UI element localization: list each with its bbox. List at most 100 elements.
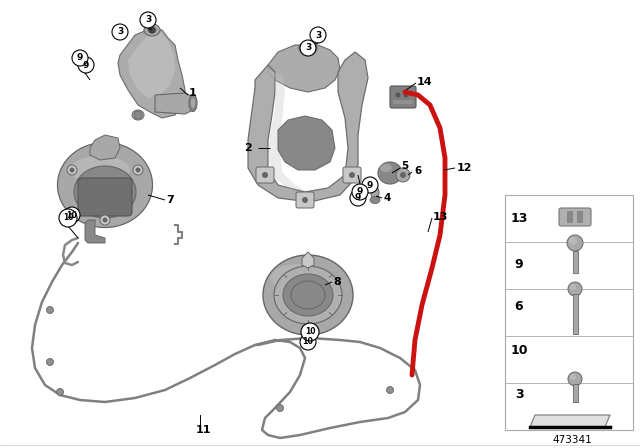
Ellipse shape (74, 166, 136, 218)
Text: 3: 3 (117, 27, 123, 36)
Ellipse shape (283, 274, 333, 316)
Text: 3: 3 (315, 30, 321, 39)
Circle shape (396, 92, 401, 98)
Circle shape (149, 27, 155, 33)
Circle shape (140, 12, 156, 28)
Ellipse shape (303, 44, 312, 52)
Ellipse shape (299, 42, 317, 55)
Text: 10: 10 (67, 211, 77, 220)
Circle shape (387, 387, 394, 393)
Circle shape (102, 217, 108, 223)
FancyBboxPatch shape (256, 167, 274, 183)
Ellipse shape (380, 164, 392, 172)
Text: 13: 13 (433, 212, 449, 222)
Circle shape (569, 237, 577, 245)
Polygon shape (278, 116, 335, 170)
Text: 10: 10 (510, 344, 528, 357)
Text: 9: 9 (357, 188, 363, 197)
Text: 2: 2 (244, 143, 252, 153)
Ellipse shape (274, 266, 342, 324)
Circle shape (302, 197, 308, 203)
Ellipse shape (189, 95, 197, 112)
Text: 10: 10 (303, 337, 314, 346)
Circle shape (310, 27, 326, 43)
Text: 12: 12 (457, 163, 472, 173)
Bar (577, 211, 583, 223)
Circle shape (300, 40, 316, 56)
Ellipse shape (271, 264, 326, 292)
Text: 5: 5 (401, 161, 408, 171)
Ellipse shape (378, 162, 402, 184)
Circle shape (350, 190, 366, 206)
FancyBboxPatch shape (78, 178, 132, 216)
Circle shape (570, 284, 576, 290)
Circle shape (47, 358, 54, 366)
Circle shape (100, 215, 110, 225)
Ellipse shape (263, 255, 353, 335)
Text: 7: 7 (166, 195, 173, 205)
Text: 10: 10 (305, 327, 316, 336)
Circle shape (78, 57, 94, 73)
Circle shape (134, 111, 142, 119)
Polygon shape (128, 32, 175, 98)
Circle shape (300, 334, 316, 350)
Ellipse shape (144, 24, 160, 36)
Polygon shape (302, 252, 314, 268)
Text: 9: 9 (355, 194, 361, 202)
Text: 3: 3 (145, 16, 151, 25)
Circle shape (70, 168, 74, 172)
Text: 9: 9 (83, 60, 89, 69)
Circle shape (59, 209, 77, 227)
Circle shape (349, 172, 355, 178)
Circle shape (64, 207, 80, 223)
Circle shape (568, 372, 582, 386)
Text: 8: 8 (333, 277, 340, 287)
Text: 14: 14 (417, 77, 433, 87)
FancyBboxPatch shape (390, 86, 416, 108)
Circle shape (56, 388, 63, 396)
Polygon shape (268, 45, 340, 92)
Ellipse shape (191, 98, 195, 108)
Circle shape (136, 168, 141, 172)
Text: 11: 11 (196, 425, 211, 435)
Circle shape (570, 374, 576, 380)
Circle shape (305, 44, 312, 52)
FancyBboxPatch shape (393, 100, 413, 104)
Text: 3: 3 (305, 43, 311, 52)
FancyBboxPatch shape (559, 208, 591, 226)
Circle shape (301, 323, 319, 341)
Polygon shape (90, 135, 120, 160)
Circle shape (568, 282, 582, 296)
Circle shape (262, 172, 268, 178)
Ellipse shape (70, 156, 130, 184)
Text: 9: 9 (77, 53, 83, 63)
Ellipse shape (291, 281, 325, 309)
Circle shape (133, 165, 143, 175)
Circle shape (47, 306, 54, 314)
Polygon shape (248, 52, 368, 202)
Bar (573, 251, 577, 273)
Text: 4: 4 (383, 193, 390, 203)
Text: 473341: 473341 (552, 435, 592, 445)
Ellipse shape (370, 197, 380, 203)
Polygon shape (268, 70, 308, 192)
Text: 1: 1 (189, 88, 196, 98)
FancyBboxPatch shape (296, 192, 314, 208)
Text: 10: 10 (63, 214, 73, 223)
Circle shape (67, 165, 77, 175)
Bar (505, 195, 633, 430)
Polygon shape (118, 28, 185, 118)
Polygon shape (85, 220, 105, 243)
Text: 9: 9 (367, 181, 373, 190)
Text: 6: 6 (515, 301, 524, 314)
Circle shape (396, 168, 410, 182)
Circle shape (403, 92, 408, 98)
Ellipse shape (132, 110, 144, 120)
Circle shape (567, 235, 583, 251)
Ellipse shape (58, 142, 152, 228)
Circle shape (352, 184, 368, 200)
Circle shape (276, 405, 284, 412)
FancyBboxPatch shape (343, 167, 361, 183)
Circle shape (112, 24, 128, 40)
Text: 13: 13 (510, 211, 528, 224)
